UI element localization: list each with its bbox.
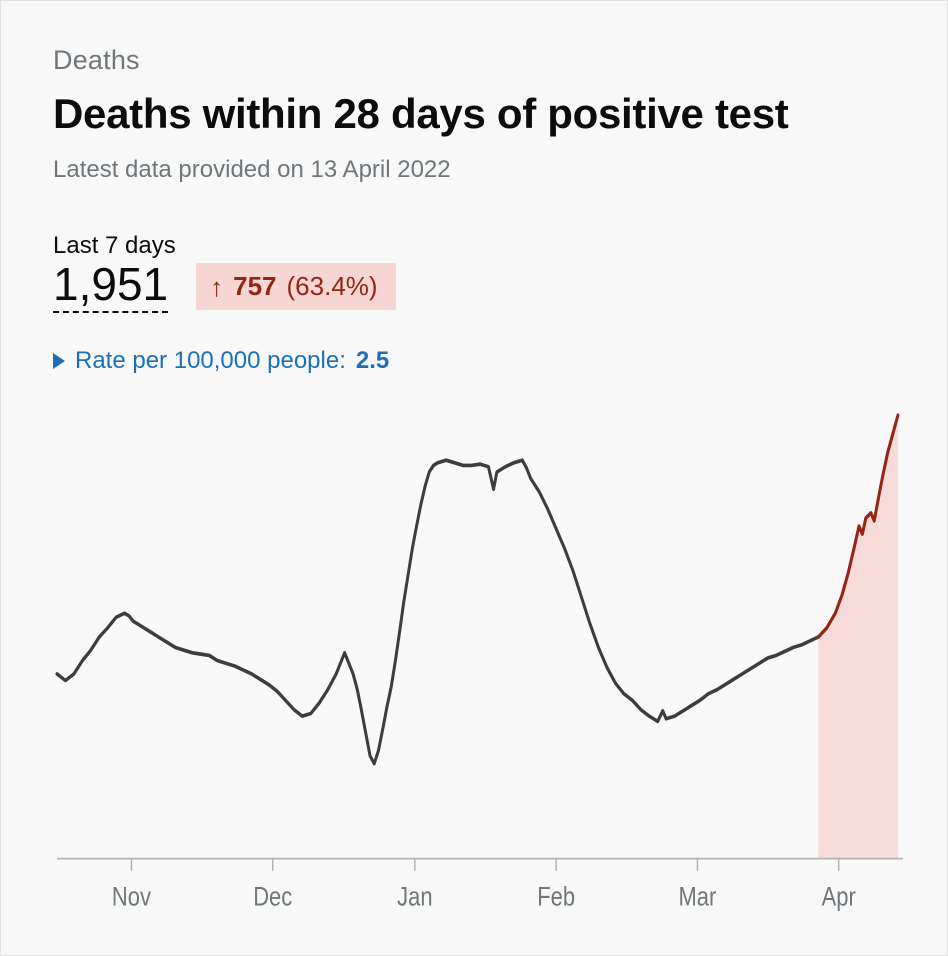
line-chart: Nov Dec Jan Feb Mar Apr	[53, 387, 907, 927]
svg-text:Dec: Dec	[253, 882, 292, 912]
headline-number[interactable]: 1,951	[53, 260, 168, 312]
last-7-days-label: Last 7 days	[53, 232, 907, 260]
change-badge: ↑ 757 (63.4%)	[196, 263, 395, 310]
disclosure-triangle-icon	[53, 353, 65, 369]
change-percent: (63.4%)	[287, 271, 378, 302]
svg-text:Jan: Jan	[397, 882, 432, 912]
category-label: Deaths	[53, 45, 907, 76]
rate-label: Rate per 100,000 people:	[75, 347, 346, 375]
stat-card: Deaths Deaths within 28 days of positive…	[0, 0, 948, 956]
card-subtitle: Latest data provided on 13 April 2022	[53, 156, 907, 184]
rate-row[interactable]: Rate per 100,000 people: 2.5	[53, 347, 907, 375]
up-arrow-icon: ↑	[210, 272, 223, 303]
svg-text:Apr: Apr	[822, 882, 856, 912]
svg-text:Feb: Feb	[537, 882, 575, 912]
svg-text:Mar: Mar	[679, 882, 717, 912]
change-value: 757	[233, 271, 276, 302]
svg-text:Nov: Nov	[112, 882, 152, 912]
stat-row: 1,951 ↑ 757 (63.4%)	[53, 260, 907, 312]
rate-value: 2.5	[356, 347, 389, 375]
card-title: Deaths within 28 days of positive test	[53, 90, 907, 138]
